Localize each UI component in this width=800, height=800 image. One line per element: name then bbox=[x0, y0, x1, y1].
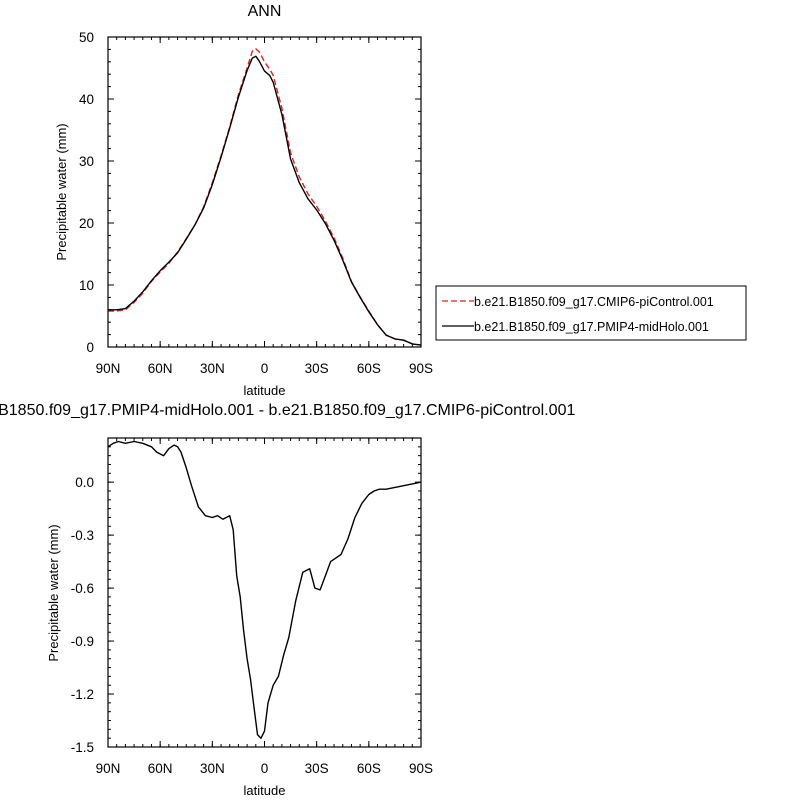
y-tick-label: -1.5 bbox=[71, 740, 94, 755]
y-tick-label: -0.6 bbox=[71, 581, 94, 596]
top-series-line-2 bbox=[108, 55, 422, 346]
top-plot-frame bbox=[107, 36, 422, 348]
bottom-series-line-1 bbox=[107, 440, 422, 739]
x-tick-label: 30S bbox=[305, 361, 329, 376]
bottom-x-axis-label: latitude bbox=[244, 783, 286, 798]
y-tick-label: -0.3 bbox=[71, 528, 94, 543]
y-tick-label: 10 bbox=[79, 278, 94, 293]
top-ticks: 90N 60N 30N 0 30S 60S 90S 0 10 20 30 40 50 bbox=[79, 30, 433, 376]
x-tick-label: 90S bbox=[409, 361, 433, 376]
legend-box bbox=[435, 285, 747, 341]
legend-label-series-2: b.e21.B1850.f09_g17.PMIP4-midHolo.001 bbox=[474, 320, 709, 334]
x-tick-label: 60S bbox=[357, 761, 381, 776]
x-tick-label: 60N bbox=[148, 361, 173, 376]
top-series-group bbox=[108, 48, 422, 346]
bottom-series-group bbox=[107, 440, 422, 739]
bottom-y-axis-label: Precipitable water (mm) bbox=[46, 524, 61, 661]
x-tick-label: 0 bbox=[261, 761, 269, 776]
y-tick-label: 40 bbox=[79, 92, 94, 107]
x-tick-label: 30S bbox=[305, 761, 329, 776]
top-series-line-1 bbox=[108, 48, 422, 346]
x-tick-label: 90N bbox=[96, 361, 121, 376]
x-tick-label: 30N bbox=[200, 761, 225, 776]
panel-top: ANN 90N 60N 30N 0 30S 60S 90S 0 10 20 30 40 50 latit… bbox=[54, 3, 747, 398]
y-tick-label: 20 bbox=[79, 216, 94, 231]
bottom-plot-frame bbox=[107, 437, 422, 748]
y-tick-label: 0 bbox=[86, 340, 94, 355]
top-y-axis-label: Precipitable water (mm) bbox=[54, 123, 69, 260]
y-tick-label: -1.2 bbox=[71, 687, 94, 702]
bottom-chart-title: b.e21.B1850.f09_g17.PMIP4-midHolo.001 - … bbox=[0, 402, 575, 419]
legend: b.e21.B1850.f09_g17.CMIP6-piControl.001 … bbox=[435, 285, 747, 341]
x-tick-label: 90S bbox=[409, 761, 433, 776]
top-x-axis-label: latitude bbox=[244, 383, 286, 398]
y-tick-label: 50 bbox=[79, 30, 94, 45]
panel-bottom: b.e21.B1850.f09_g17.PMIP4-midHolo.001 - … bbox=[0, 402, 575, 798]
y-tick-label: 30 bbox=[79, 154, 94, 169]
x-tick-label: 30N bbox=[200, 361, 225, 376]
y-tick-label: 0.0 bbox=[75, 475, 94, 490]
x-tick-label: 90N bbox=[96, 761, 121, 776]
x-tick-label: 60N bbox=[148, 761, 173, 776]
x-tick-label: 0 bbox=[261, 361, 269, 376]
top-chart-title: ANN bbox=[248, 3, 282, 20]
y-tick-label: -0.9 bbox=[71, 634, 94, 649]
legend-label-series-1: b.e21.B1850.f09_g17.CMIP6-piControl.001 bbox=[474, 295, 714, 309]
x-tick-label: 60S bbox=[357, 361, 381, 376]
